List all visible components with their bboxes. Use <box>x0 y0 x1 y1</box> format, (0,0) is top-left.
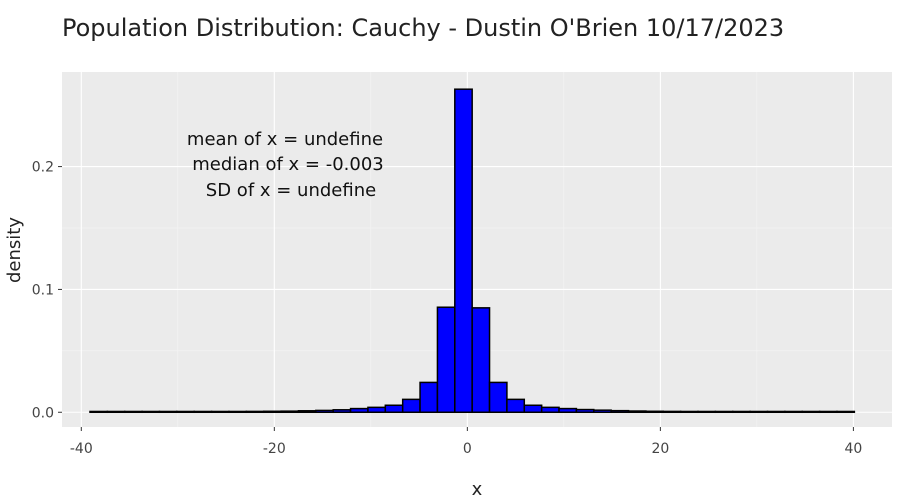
histogram-bar <box>732 410 751 414</box>
histogram-bar <box>471 307 491 414</box>
histogram-bar <box>315 409 334 414</box>
histogram-bar <box>540 406 560 414</box>
histogram-bar <box>784 410 803 414</box>
x-axis-ticks: -40 -20 0 20 40 <box>70 427 862 457</box>
histogram-bar <box>262 410 282 414</box>
histogram-bar <box>679 410 699 414</box>
y-tick-label: 0.0 <box>32 405 54 421</box>
histogram-bar <box>349 407 369 414</box>
histogram-bar <box>245 410 265 414</box>
annotation-mean: mean of x = undefine <box>187 129 383 150</box>
y-axis-label: density <box>4 217 25 283</box>
histogram-bar <box>280 410 300 414</box>
histogram-bar <box>123 410 143 414</box>
y-tick-label: 0.1 <box>32 282 54 298</box>
histogram-bar <box>836 410 856 414</box>
x-tick-label: -40 <box>70 441 93 457</box>
annotation-sd: SD of x = undefine <box>206 180 376 201</box>
histogram-bar <box>506 398 526 414</box>
histogram-bar <box>228 410 248 414</box>
histogram-bar <box>749 410 769 414</box>
x-tick-label: 0 <box>463 441 472 457</box>
histogram-bar <box>106 410 126 414</box>
histogram-bar <box>332 409 352 414</box>
x-tick-label: 40 <box>844 441 862 457</box>
annotation-median: median of x = -0.003 <box>192 154 383 175</box>
histogram-bars <box>89 88 856 414</box>
histogram-bar <box>818 410 838 414</box>
minor-gridlines <box>62 72 892 427</box>
x-axis-label: x <box>472 479 483 500</box>
histogram-bar <box>297 410 317 414</box>
histogram-bar <box>401 398 421 414</box>
histogram-bar <box>454 88 473 414</box>
histogram-bar <box>662 410 682 414</box>
histogram-bar <box>210 410 230 414</box>
histogram-bar <box>766 410 786 414</box>
histogram-bar <box>176 410 195 414</box>
histogram-bar <box>141 410 161 414</box>
histogram-bar <box>193 410 213 414</box>
y-axis-ticks: 0.0 0.1 0.2 <box>32 160 62 421</box>
chart-title: Population Distribution: Cauchy - Dustin… <box>62 14 784 42</box>
histogram-bar <box>610 409 630 414</box>
histogram-bar <box>714 410 734 414</box>
histogram-bar <box>801 410 821 414</box>
histogram-bar <box>419 381 439 414</box>
histogram-bar <box>488 381 508 414</box>
histogram-bar <box>158 410 178 414</box>
histogram-bar <box>558 407 578 414</box>
histogram-bar <box>645 410 665 414</box>
histogram-bar <box>627 410 647 414</box>
x-tick-label: -20 <box>263 441 286 457</box>
histogram-bar <box>575 408 595 414</box>
histogram-bar <box>593 409 612 414</box>
histogram-bar <box>697 410 717 414</box>
histogram-bar <box>89 410 109 414</box>
histogram-bar <box>436 306 456 414</box>
y-tick-label: 0.2 <box>32 160 54 176</box>
x-tick-label: 20 <box>651 441 669 457</box>
histogram-bar <box>523 404 543 414</box>
histogram-bar <box>384 404 404 414</box>
histogram-bar <box>367 406 387 414</box>
